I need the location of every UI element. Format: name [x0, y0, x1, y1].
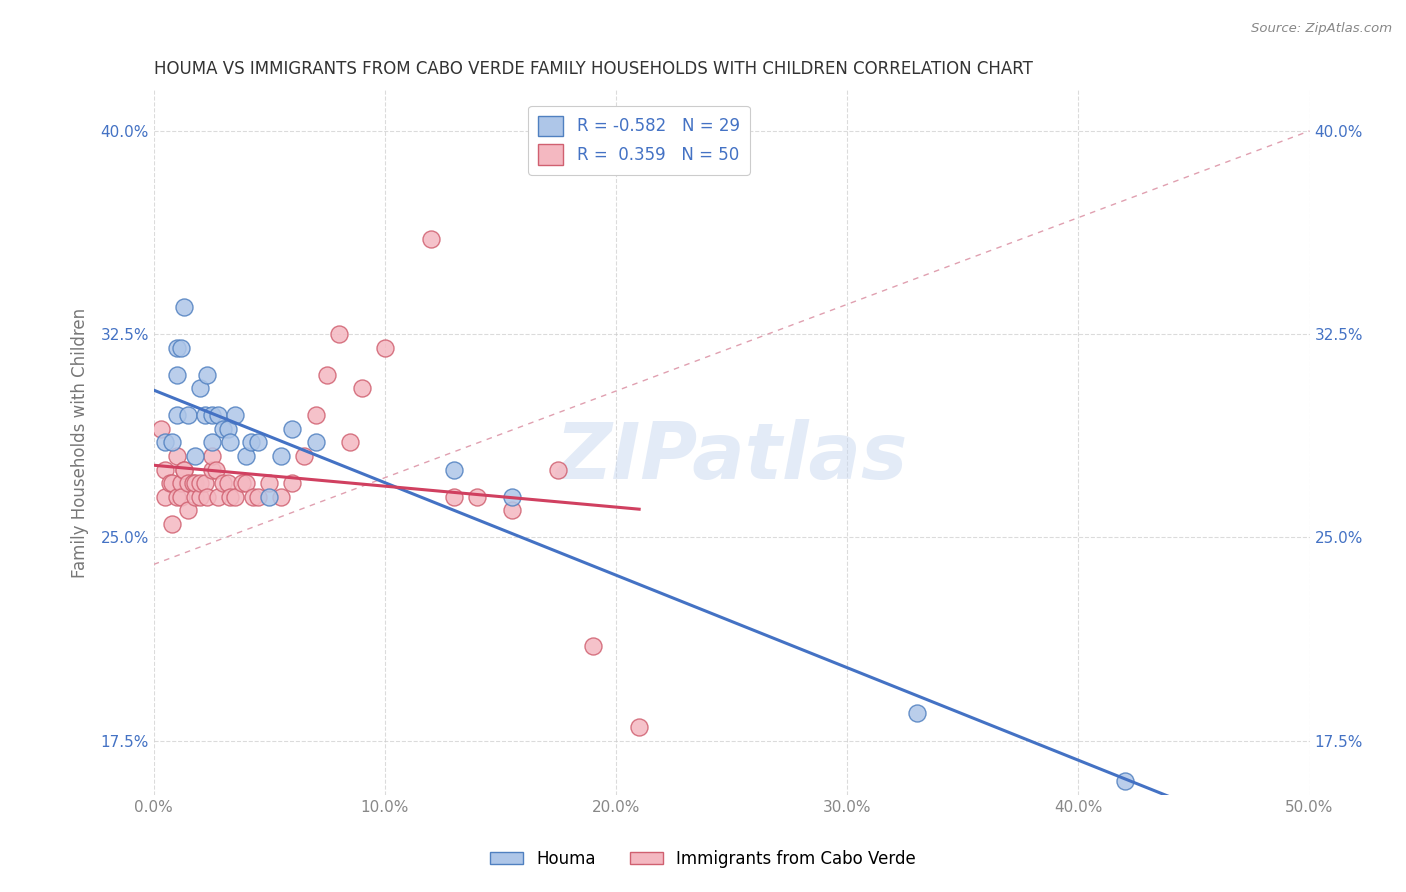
Point	[173, 462, 195, 476]
Point	[231, 476, 253, 491]
Point	[193, 476, 215, 491]
Point	[374, 341, 396, 355]
Point	[188, 490, 211, 504]
Y-axis label: Family Households with Children: Family Households with Children	[72, 308, 89, 577]
Legend: Houma, Immigrants from Cabo Verde: Houma, Immigrants from Cabo Verde	[484, 844, 922, 875]
Point	[281, 422, 304, 436]
Point	[193, 409, 215, 423]
Point	[246, 435, 269, 450]
Point	[582, 639, 605, 653]
Point	[501, 503, 523, 517]
Point	[205, 462, 228, 476]
Point	[184, 449, 207, 463]
Point	[316, 368, 339, 382]
Point	[166, 341, 188, 355]
Point	[628, 720, 651, 734]
Point	[224, 409, 246, 423]
Point	[304, 409, 326, 423]
Point	[443, 490, 465, 504]
Point	[155, 490, 177, 504]
Point	[219, 490, 242, 504]
Point	[339, 435, 361, 450]
Point	[1114, 774, 1136, 789]
Point	[235, 476, 257, 491]
Point	[166, 409, 188, 423]
Point	[184, 490, 207, 504]
Legend: R = -0.582   N = 29, R =  0.359   N = 50: R = -0.582 N = 29, R = 0.359 N = 50	[529, 105, 749, 175]
Point	[177, 409, 200, 423]
Point	[195, 368, 218, 382]
Point	[304, 435, 326, 450]
Point	[170, 476, 193, 491]
Point	[200, 409, 222, 423]
Point	[177, 503, 200, 517]
Point	[420, 232, 443, 246]
Text: HOUMA VS IMMIGRANTS FROM CABO VERDE FAMILY HOUSEHOLDS WITH CHILDREN CORRELATION : HOUMA VS IMMIGRANTS FROM CABO VERDE FAMI…	[153, 60, 1032, 78]
Point	[181, 476, 204, 491]
Point	[166, 490, 188, 504]
Point	[242, 490, 264, 504]
Point	[155, 435, 177, 450]
Point	[328, 327, 350, 342]
Point	[195, 490, 218, 504]
Point	[160, 516, 183, 531]
Point	[207, 409, 229, 423]
Text: ZIPatlas: ZIPatlas	[555, 418, 908, 494]
Point	[200, 449, 222, 463]
Point	[235, 449, 257, 463]
Point	[270, 490, 292, 504]
Point	[292, 449, 315, 463]
Point	[160, 476, 183, 491]
Point	[212, 476, 235, 491]
Point	[259, 490, 281, 504]
Point	[350, 381, 373, 395]
Point	[217, 422, 239, 436]
Point	[200, 462, 222, 476]
Point	[149, 422, 172, 436]
Point	[155, 462, 177, 476]
Point	[212, 422, 235, 436]
Point	[160, 435, 183, 450]
Text: Source: ZipAtlas.com: Source: ZipAtlas.com	[1251, 22, 1392, 36]
Point	[177, 476, 200, 491]
Point	[173, 462, 195, 476]
Point	[259, 476, 281, 491]
Point	[217, 476, 239, 491]
Point	[270, 449, 292, 463]
Point	[173, 300, 195, 314]
Point	[170, 341, 193, 355]
Point	[224, 490, 246, 504]
Point	[207, 490, 229, 504]
Point	[281, 476, 304, 491]
Point	[166, 368, 188, 382]
Point	[501, 490, 523, 504]
Point	[219, 435, 242, 450]
Point	[188, 381, 211, 395]
Point	[239, 435, 262, 450]
Point	[159, 476, 181, 491]
Point	[170, 490, 193, 504]
Point	[188, 476, 211, 491]
Point	[184, 476, 207, 491]
Point	[905, 706, 928, 721]
Point	[246, 490, 269, 504]
Point	[166, 449, 188, 463]
Point	[467, 490, 489, 504]
Point	[200, 435, 222, 450]
Point	[547, 462, 569, 476]
Point	[443, 462, 465, 476]
